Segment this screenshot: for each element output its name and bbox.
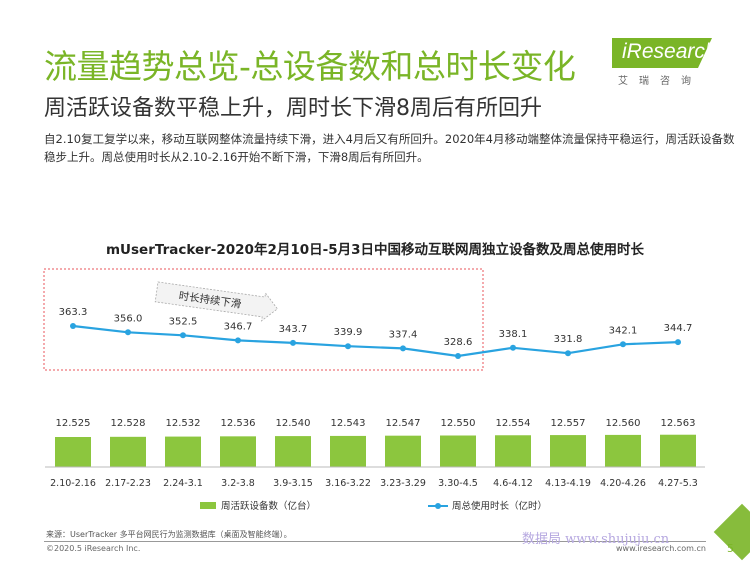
bar — [550, 435, 586, 467]
bar — [385, 435, 421, 467]
line-point — [455, 353, 461, 359]
bar-data-label: 12.563 — [661, 418, 696, 429]
x-tick-label: 2.24-3.1 — [163, 478, 203, 489]
bar-data-label: 12.525 — [56, 418, 91, 429]
line-data-label: 339.9 — [334, 327, 363, 338]
bar — [165, 436, 201, 467]
logo-main-text: iResearch — [612, 38, 712, 68]
x-tick-label: 3.9-3.15 — [273, 478, 313, 489]
bar-data-label: 12.557 — [551, 418, 586, 429]
bar — [55, 437, 91, 467]
line-point — [345, 343, 351, 350]
legend-label-duration: 周总使用时长（亿时） — [452, 500, 547, 512]
bar — [660, 434, 696, 467]
bar-data-label: 12.547 — [386, 418, 421, 429]
copyright: ©2020.5 iResearch Inc. — [46, 544, 141, 553]
chart-title: mUserTracker-2020年2月10日-5月3日中国移动互联网周独立设备… — [105, 242, 645, 258]
bar-data-label: 12.536 — [221, 418, 256, 429]
bar — [110, 436, 146, 467]
bar — [440, 435, 476, 467]
line-point — [70, 323, 76, 329]
line-data-label: 352.5 — [169, 316, 198, 327]
bar-data-label: 12.543 — [331, 418, 366, 429]
page-description: 自2.10复工复学以来，移动互联网整体流量持续下滑，进入4月后又有所回升。202… — [44, 132, 735, 164]
bar — [605, 434, 641, 467]
x-tick-label: 3.23-3.29 — [380, 478, 426, 489]
line-point — [620, 341, 626, 348]
footer-divider — [44, 541, 706, 542]
bar — [330, 435, 366, 467]
bar-data-label: 12.554 — [496, 418, 531, 429]
iresearch-logo: iResearch 艾瑞咨询 — [612, 38, 722, 94]
line-data-label: 331.8 — [554, 334, 583, 345]
bar-data-label: 12.540 — [276, 418, 311, 429]
bar-data-label: 12.528 — [111, 418, 146, 429]
page-number: 5 — [727, 542, 734, 555]
line-data-label: 346.7 — [224, 321, 253, 332]
page-subtitle: 周活跃设备数平稳上升，周时长下滑8周后有所回升 — [44, 96, 542, 121]
x-tick-label: 3.2-3.8 — [221, 478, 255, 489]
line-data-label: 337.4 — [389, 329, 418, 340]
legend-swatch-devices — [200, 502, 216, 509]
line-data-label: 363.3 — [59, 307, 88, 318]
line-data-label: 344.7 — [664, 323, 693, 334]
x-tick-label: 4.20-4.26 — [600, 478, 646, 489]
website-link[interactable]: www.iresearch.com.cn — [616, 544, 706, 553]
page-title: 流量趋势总览-总设备数和总时长变化 — [44, 47, 576, 86]
x-tick-label: 2.17-2.23 — [105, 478, 151, 489]
x-tick-label: 4.6-4.12 — [493, 478, 533, 489]
line-point — [675, 339, 681, 346]
line-data-label: 356.0 — [114, 313, 143, 324]
watermark: 数据局 www.shujuju.cn — [522, 532, 670, 547]
line-point — [565, 350, 571, 357]
line-data-label: 328.6 — [444, 337, 473, 348]
line-point — [400, 345, 406, 352]
line-point — [510, 344, 516, 351]
bar — [275, 436, 311, 467]
x-tick-label: 4.13-4.19 — [545, 478, 591, 489]
line-series-duration — [72, 324, 679, 358]
x-tick-label: 2.10-2.16 — [50, 478, 96, 489]
x-tick-label: 3.16-3.22 — [325, 478, 371, 489]
line-point — [125, 329, 131, 336]
legend-label-devices: 周活跃设备数（亿台） — [221, 500, 316, 512]
source-note: 来源：UserTracker 多平台网民行为监测数据库（桌面及智能终端）。 — [46, 530, 292, 539]
bar — [495, 435, 531, 467]
trend-annotation: 时长持续下滑 — [154, 281, 278, 322]
bar-data-label: 12.550 — [441, 418, 476, 429]
bar-data-label: 12.560 — [606, 418, 641, 429]
combo-chart: 时长持续下滑 363.3 356.0 352.5 346.7 343.7 339.9 337.… — [43, 268, 705, 512]
line-point — [235, 337, 241, 344]
highlight-box — [43, 268, 484, 371]
bar — [220, 436, 256, 467]
line-point — [180, 332, 186, 339]
legend-marker-duration — [435, 503, 441, 509]
bar-data-label: 12.532 — [166, 418, 201, 429]
x-tick-label: 4.27-5.3 — [658, 478, 698, 489]
line-data-label: 343.7 — [279, 324, 308, 335]
line-data-label: 342.1 — [609, 325, 638, 336]
logo-sub-text: 艾瑞咨询 — [618, 76, 702, 87]
x-tick-label: 3.30-4.5 — [438, 478, 478, 489]
line-point — [290, 339, 296, 346]
line-data-label: 338.1 — [499, 329, 528, 340]
annotation-arrow — [154, 281, 278, 322]
